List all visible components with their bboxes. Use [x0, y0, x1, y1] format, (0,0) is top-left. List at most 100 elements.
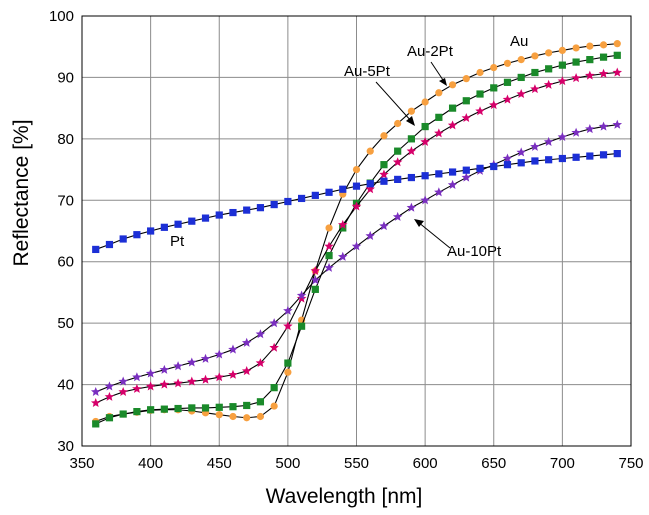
y-axis-title: Reflectance [%] [10, 119, 33, 266]
data-point-au-2pt [490, 84, 498, 92]
data-point-au-5pt [159, 379, 170, 389]
data-point-pt [366, 180, 374, 188]
data-point-au-2pt [339, 224, 347, 232]
x-axis-title: Wavelength [nm] [266, 485, 423, 508]
data-point-pt [188, 217, 196, 225]
arrow-au-5pt [375, 81, 413, 123]
data-point-pt [147, 227, 155, 235]
data-point-au-5pt [118, 386, 128, 396]
data-point-au-2pt [394, 147, 402, 155]
data-point-au-2pt [229, 403, 237, 411]
data-point-au-10pt [145, 368, 156, 378]
data-point-au [572, 44, 580, 52]
data-point-au-10pt [241, 337, 252, 347]
data-point-pt [270, 200, 278, 209]
data-point-au [229, 412, 237, 421]
data-point-au-10pt [200, 353, 211, 363]
data-point-pt [462, 166, 470, 174]
data-point-pt [311, 191, 319, 199]
data-point-au [215, 411, 223, 419]
y-tick-label: 60 [57, 254, 74, 271]
data-point-au [435, 89, 443, 97]
data-point-au-2pt [572, 58, 580, 66]
data-point-au-5pt [241, 366, 252, 376]
data-point-pt [476, 164, 484, 172]
data-point-pt [201, 214, 210, 222]
data-point-au [586, 42, 594, 50]
data-point-au-10pt [557, 132, 568, 142]
label-au-5pt: Au-5Pt [344, 63, 391, 80]
x-tick-label: 600 [413, 455, 438, 472]
data-point-pt [256, 204, 265, 212]
data-point-au-2pt [531, 68, 539, 77]
data-point-au-5pt [145, 381, 156, 391]
data-point-pt [352, 182, 361, 190]
data-point-pt [298, 194, 306, 203]
x-tick-label: 400 [138, 455, 163, 472]
data-point-au-2pt [613, 51, 621, 59]
data-point-pt [448, 168, 457, 176]
data-point-au [352, 165, 361, 174]
data-point-au [462, 75, 470, 83]
series-layer [90, 40, 623, 428]
series-au-5pt [90, 67, 623, 408]
data-point-pt [229, 208, 237, 217]
data-point-au-5pt [283, 321, 293, 331]
data-point-au-10pt [516, 147, 526, 157]
data-point-au-2pt [243, 401, 251, 410]
data-point-pt [243, 206, 251, 214]
data-point-au-5pt [214, 372, 225, 382]
y-tick-label: 50 [57, 315, 74, 332]
data-point-au-5pt [530, 84, 540, 94]
data-point-au-5pt [434, 128, 444, 138]
data-point-pt [558, 154, 566, 163]
data-point-au-2pt [256, 398, 265, 406]
x-tick-label: 350 [69, 455, 94, 472]
data-point-au-2pt [380, 161, 388, 169]
data-point-au-5pt [475, 106, 485, 116]
data-point-au [366, 147, 374, 155]
data-point-pt [119, 235, 127, 243]
data-point-au [490, 64, 498, 72]
data-point-au-2pt [586, 56, 594, 64]
data-point-au-2pt [215, 403, 223, 411]
data-point-au-10pt [338, 251, 348, 261]
data-point-au-2pt [160, 405, 168, 413]
data-point-pt [407, 173, 415, 182]
data-point-au [243, 414, 251, 422]
data-point-au-2pt [298, 322, 306, 330]
data-point-au-10pt [598, 121, 609, 131]
plot-frame [81, 15, 632, 447]
data-point-au-5pt [516, 89, 526, 99]
data-point-au-10pt [406, 202, 417, 212]
data-point-au [421, 98, 429, 106]
data-point-au-5pt [598, 68, 609, 78]
data-point-au-10pt [612, 119, 623, 129]
data-point-au-5pt [585, 70, 595, 80]
label-au-10pt: Au-10Pt [447, 243, 502, 260]
data-point-au-10pt [502, 153, 513, 163]
data-point-au-5pt [420, 136, 430, 146]
data-point-pt [92, 245, 100, 254]
data-point-au-10pt [255, 329, 266, 339]
data-point-au-5pt [447, 120, 458, 130]
data-point-pt [435, 170, 443, 178]
data-point-au-2pt [311, 285, 319, 293]
data-point-au-2pt [133, 408, 141, 416]
data-point-pt [517, 159, 525, 167]
data-point-au-10pt [571, 127, 581, 137]
x-tick-label: 550 [344, 455, 369, 472]
data-point-pt [586, 152, 594, 160]
data-point-au-2pt [147, 406, 155, 414]
data-point-au [256, 412, 265, 421]
data-point-au-10pt [90, 386, 101, 396]
data-point-au-10pt [187, 357, 197, 367]
series-pt [92, 150, 621, 254]
data-point-au-10pt [447, 179, 458, 189]
data-point-au [448, 81, 457, 89]
data-point-pt [613, 150, 621, 158]
data-point-pt [133, 231, 141, 239]
data-point-au-10pt [228, 344, 238, 354]
data-point-au-2pt [517, 73, 525, 82]
